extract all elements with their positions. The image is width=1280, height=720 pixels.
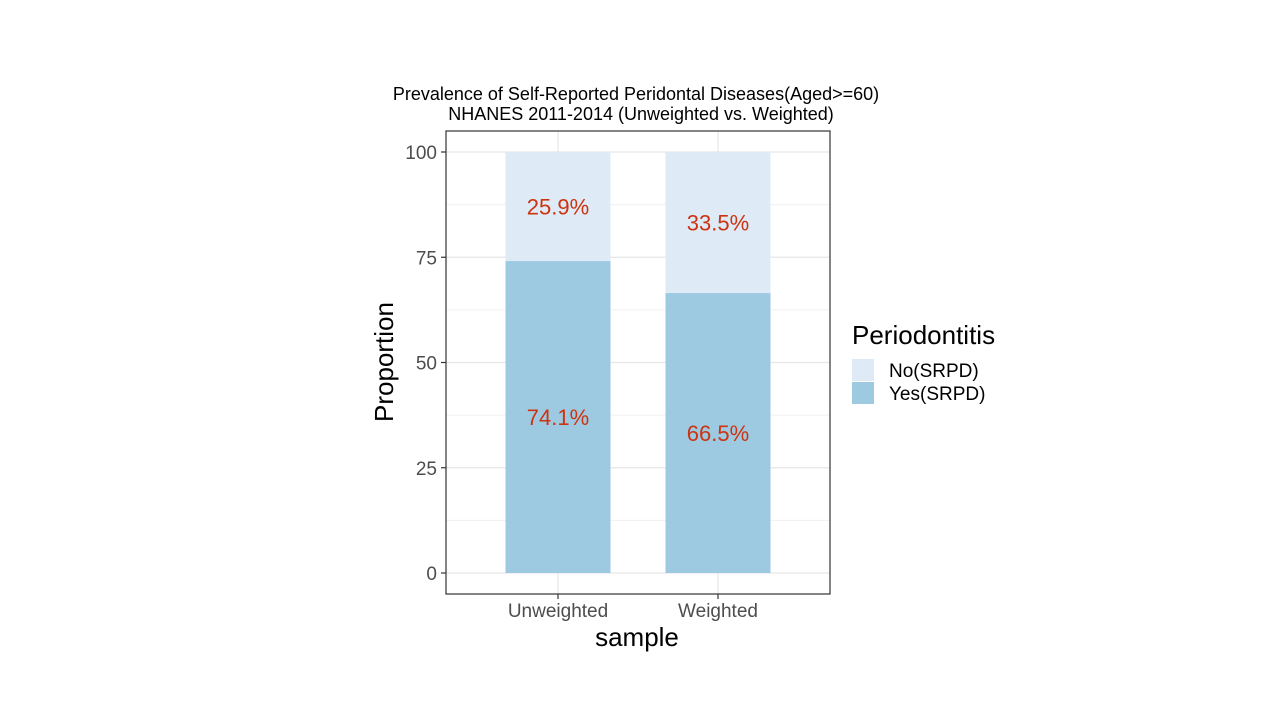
bar-weighted-yes — [665, 293, 771, 573]
data-label: 66.5% — [687, 421, 749, 446]
legend-label: No(SRPD) — [889, 361, 979, 382]
bar-weighted-no — [665, 152, 771, 294]
y-tick-label: 100 — [405, 143, 437, 164]
y-axis-label: Proportion — [369, 302, 399, 422]
legend-title: Periodontitis — [852, 320, 995, 350]
legend-label: Yes(SRPD) — [889, 384, 985, 405]
data-label: 33.5% — [687, 211, 749, 236]
data-label: 25.9% — [527, 195, 589, 220]
x-tick-label: Weighted — [678, 601, 758, 622]
y-tick-label: 75 — [416, 248, 437, 269]
y-tick-label: 25 — [416, 459, 437, 480]
x-axis-label: sample — [595, 622, 679, 652]
y-tick-label: 50 — [416, 354, 437, 375]
chart-title: Prevalence of Self-Reported Peridontal D… — [393, 84, 879, 104]
legend-key-yes — [852, 382, 874, 404]
bar-unweighted-no — [505, 152, 611, 262]
chart-subtitle: NHANES 2011-2014 (Unweighted vs. Weighte… — [448, 104, 834, 124]
x-tick-label: Unweighted — [508, 601, 608, 622]
legend-key-no — [852, 359, 874, 381]
y-tick-label: 0 — [426, 564, 437, 585]
data-label: 74.1% — [527, 405, 589, 430]
bar-unweighted-yes — [505, 261, 611, 573]
